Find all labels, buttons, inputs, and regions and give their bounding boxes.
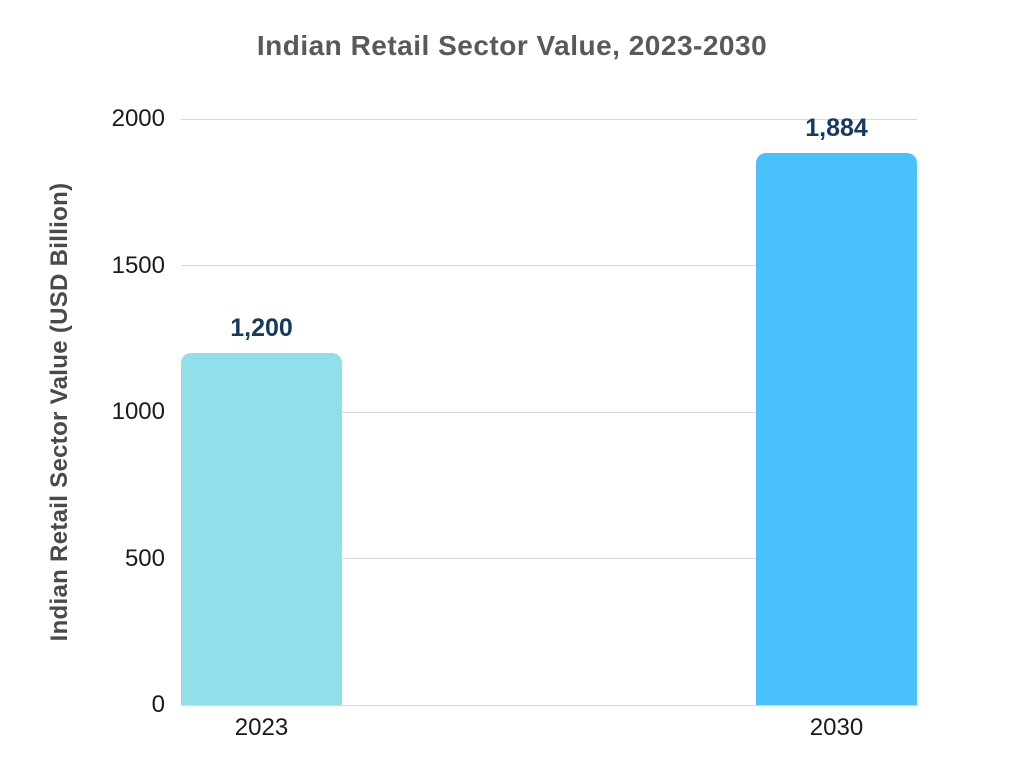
y-tick-label: 1000: [111, 398, 165, 425]
gridline-y-0: [181, 704, 917, 706]
y-tick-label: 1500: [111, 251, 165, 279]
y-tick-label: 0: [151, 691, 165, 718]
gridline-y-1500: [181, 265, 917, 266]
bar-2023: [181, 353, 342, 705]
y-tick-label: 500: [124, 544, 165, 572]
bar-2030: [756, 152, 917, 705]
plot-area: 1,200 1,884: [181, 114, 917, 706]
gridline-y-1000: [181, 411, 917, 413]
x-tick-label-2030: 2030: [809, 714, 864, 741]
gridline-y-2000: [181, 118, 917, 120]
gridline-y-500: [181, 558, 917, 559]
x-tick-label-2023: 2023: [234, 714, 289, 741]
y-tick-label: 2000: [111, 105, 165, 132]
chart-title: Indian Retail Sector Value, 2023-2030: [256, 30, 768, 61]
bar-value-label-2023: 1,200: [230, 314, 293, 343]
bar-value-label-2030: 1,884: [805, 114, 868, 142]
